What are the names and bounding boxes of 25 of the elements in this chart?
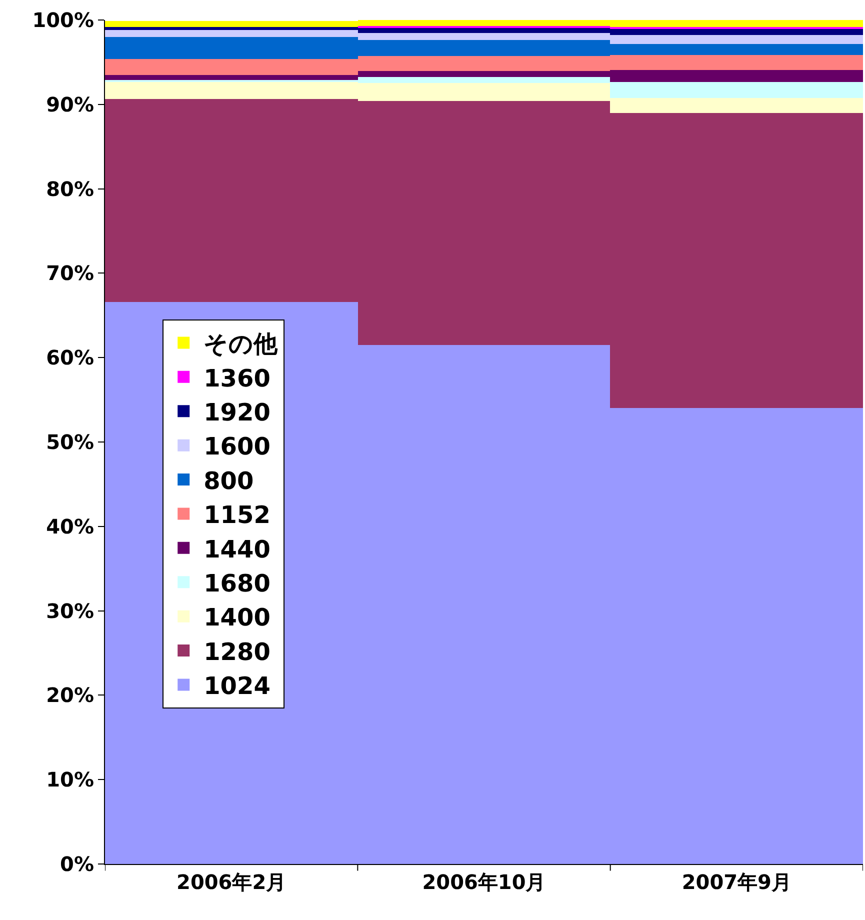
y-tick-label: 70%: [46, 261, 94, 286]
y-tick-label: 100%: [32, 8, 94, 32]
legend-label: 1152: [204, 501, 270, 530]
legend-label: 1920: [204, 398, 270, 426]
y-tick-label: 20%: [46, 683, 94, 708]
legend-label: 1400: [204, 604, 270, 632]
y-tick-label: 50%: [46, 430, 94, 454]
legend-label: 1024: [204, 672, 270, 700]
legend-label: 1600: [204, 432, 270, 461]
y-tick-label: 80%: [46, 176, 94, 201]
y-tick-label: 0%: [60, 852, 94, 876]
legend-label: 1280: [204, 638, 270, 666]
y-tick-label: 30%: [46, 598, 94, 623]
legend-label: 1360: [204, 364, 270, 392]
legend-label: 1680: [204, 569, 270, 598]
x-tick-label: 2006年10月: [422, 870, 546, 894]
x-tick-label: 2006年2月: [176, 870, 286, 894]
legend-label: 1440: [204, 535, 270, 564]
y-tick-label: 40%: [46, 514, 94, 538]
y-tick-label: 90%: [46, 92, 94, 116]
legend-label: 800: [204, 466, 254, 495]
y-tick-label: 60%: [46, 346, 94, 370]
y-tick-label: 10%: [46, 768, 94, 792]
legend-label: その他: [204, 330, 279, 358]
x-tick-label: 2007年9月: [682, 870, 792, 894]
